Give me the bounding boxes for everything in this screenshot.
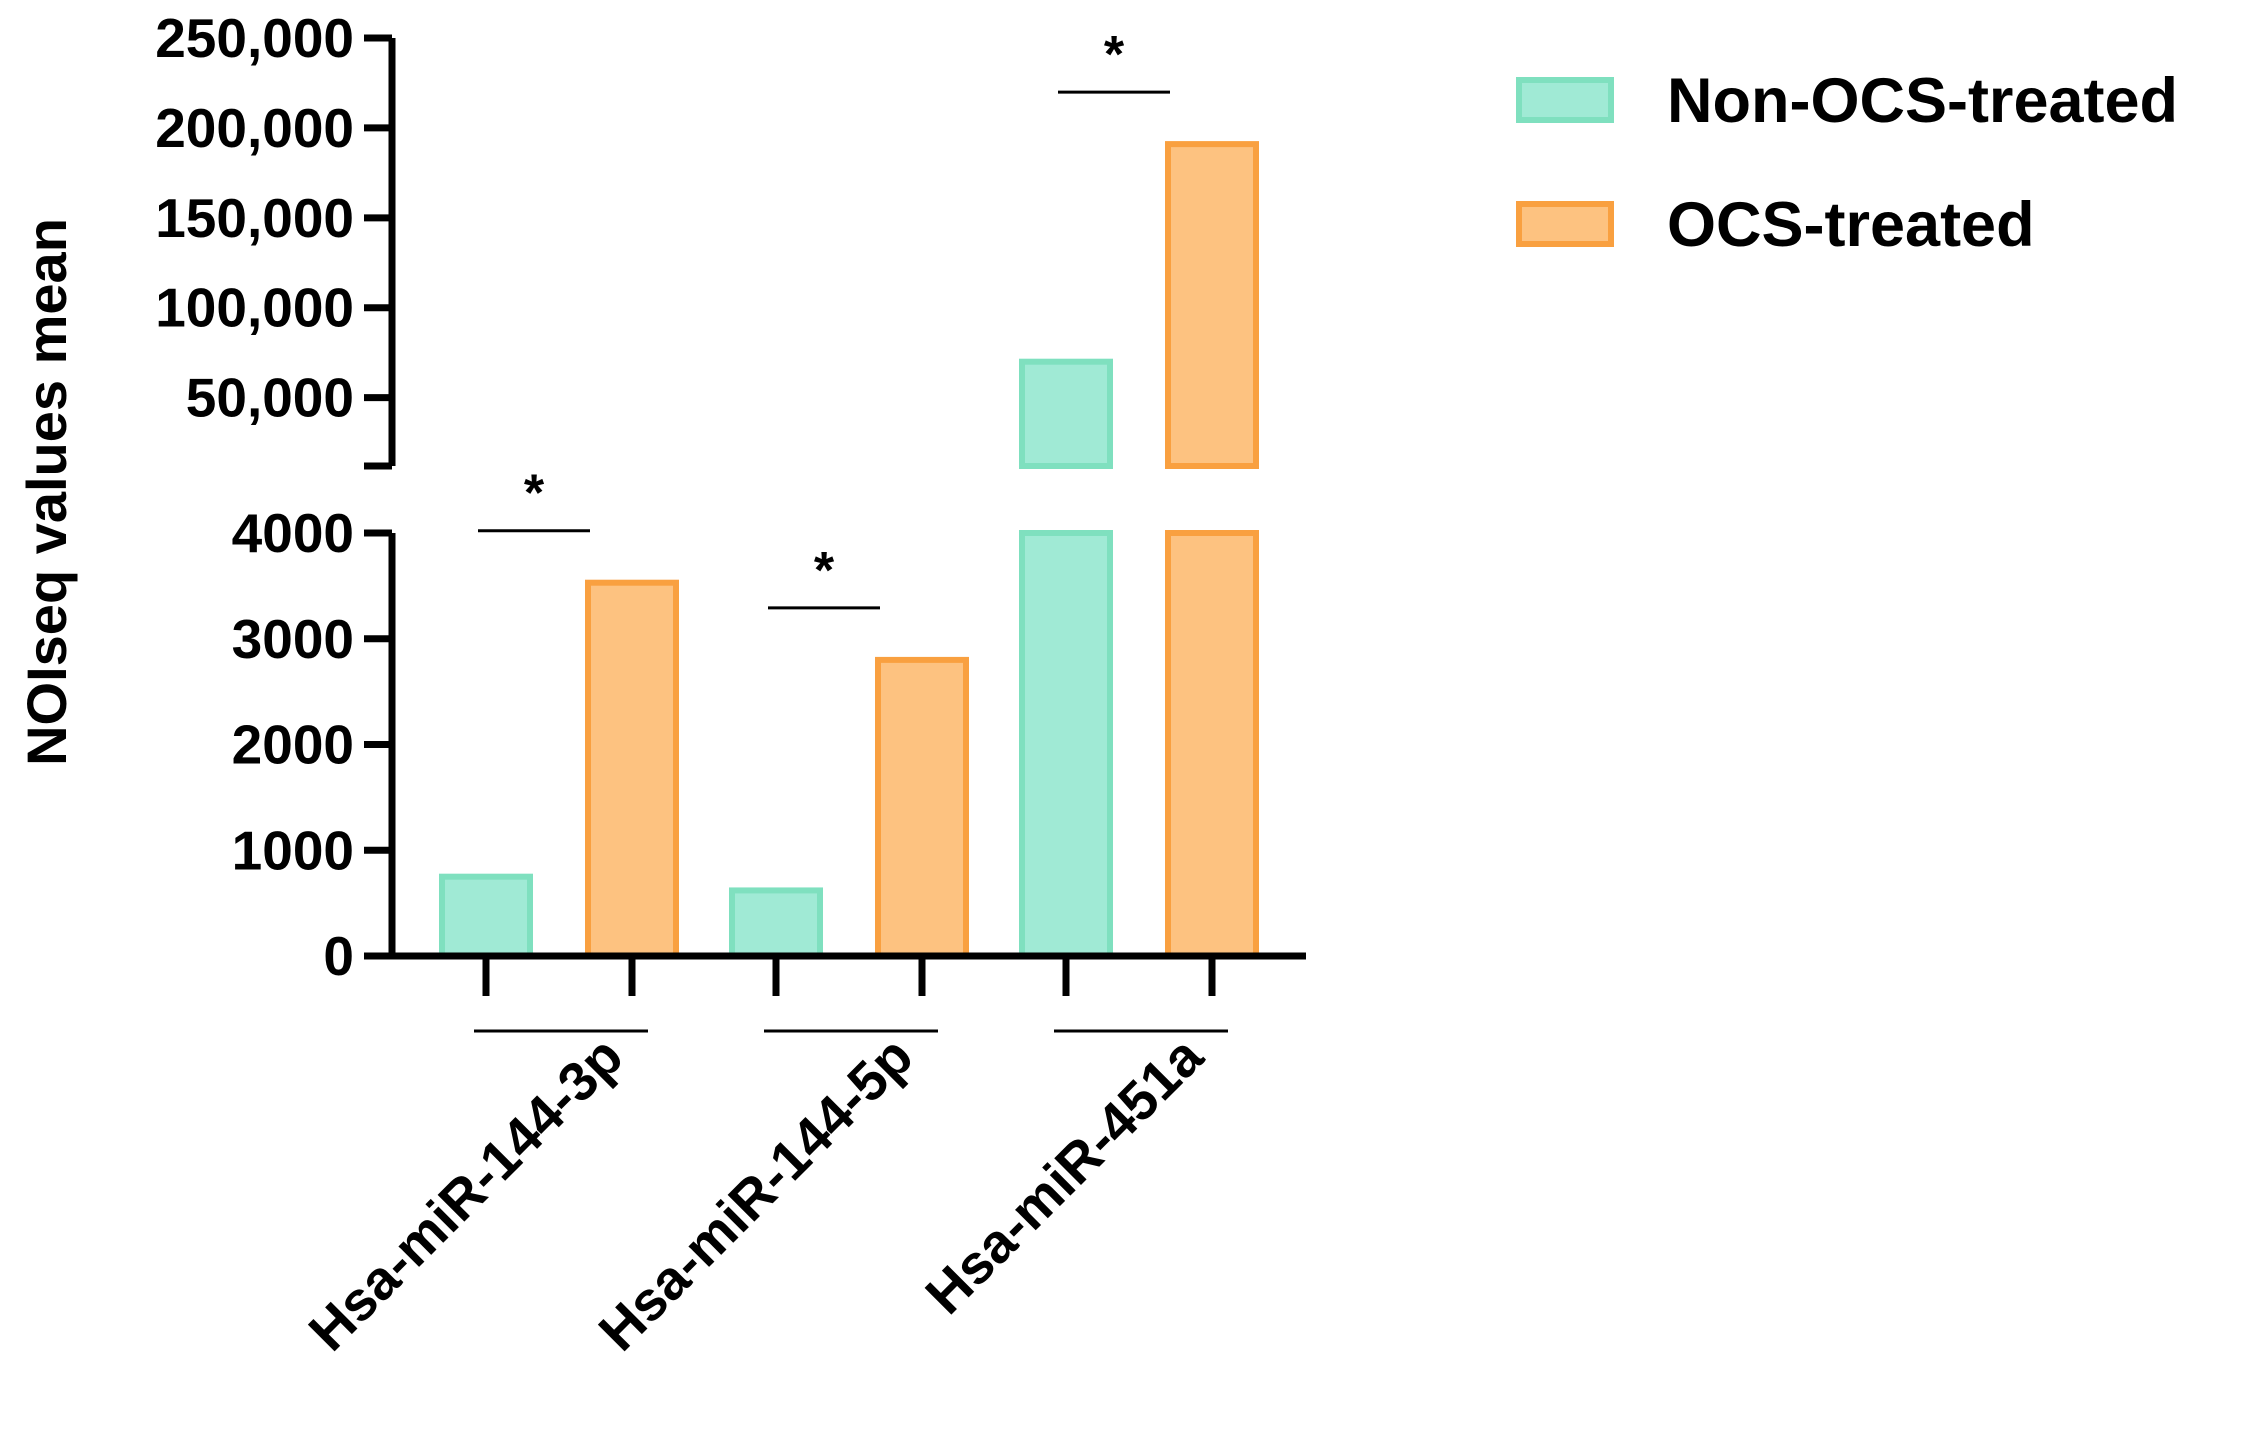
bar-ocs-1 — [585, 579, 679, 959]
category-label: Hsa-miR-144-3p — [297, 1025, 635, 1363]
y-tick-label: 1000 — [232, 819, 354, 881]
significance-asterisk: * — [1104, 26, 1125, 84]
y-tick-label: 250,000 — [155, 7, 354, 69]
y-tick-label: 50,000 — [186, 367, 354, 429]
category-label: Hsa-miR-144-5p — [587, 1025, 925, 1363]
y-tick-label: 0 — [323, 925, 354, 987]
legend-swatch-ocs — [1516, 201, 1614, 247]
y-tick-label: 2000 — [232, 714, 354, 776]
y-tick-label: 150,000 — [155, 187, 354, 249]
y-tick-label: 4000 — [232, 502, 354, 564]
legend-swatch-non-ocs — [1516, 77, 1614, 123]
y-tick-label: 200,000 — [155, 97, 354, 159]
significance-asterisk: * — [814, 542, 835, 600]
bar-non-ocs-1 — [439, 873, 533, 959]
legend-label-non-ocs: Non-OCS-treated — [1667, 66, 2178, 136]
category-label: Hsa-miR-451a — [913, 1024, 1214, 1325]
y-tick-label: 3000 — [232, 608, 354, 670]
bar-non-ocs-2 — [729, 887, 823, 959]
bar-ocs-3 — [1165, 530, 1259, 959]
y-axis-title: NOIseq values mean — [15, 218, 78, 766]
bar-upper-non-ocs-3 — [1019, 358, 1113, 469]
significance-asterisk: * — [524, 465, 545, 523]
bar-ocs-2 — [875, 656, 969, 960]
legend-label-ocs: OCS-treated — [1667, 190, 2035, 260]
y-tick-label: 100,000 — [155, 277, 354, 339]
legend: Non-OCS-treated OCS-treated — [1516, 66, 2178, 260]
bar-upper-ocs-3 — [1165, 141, 1259, 470]
bar-non-ocs-3 — [1019, 530, 1113, 959]
